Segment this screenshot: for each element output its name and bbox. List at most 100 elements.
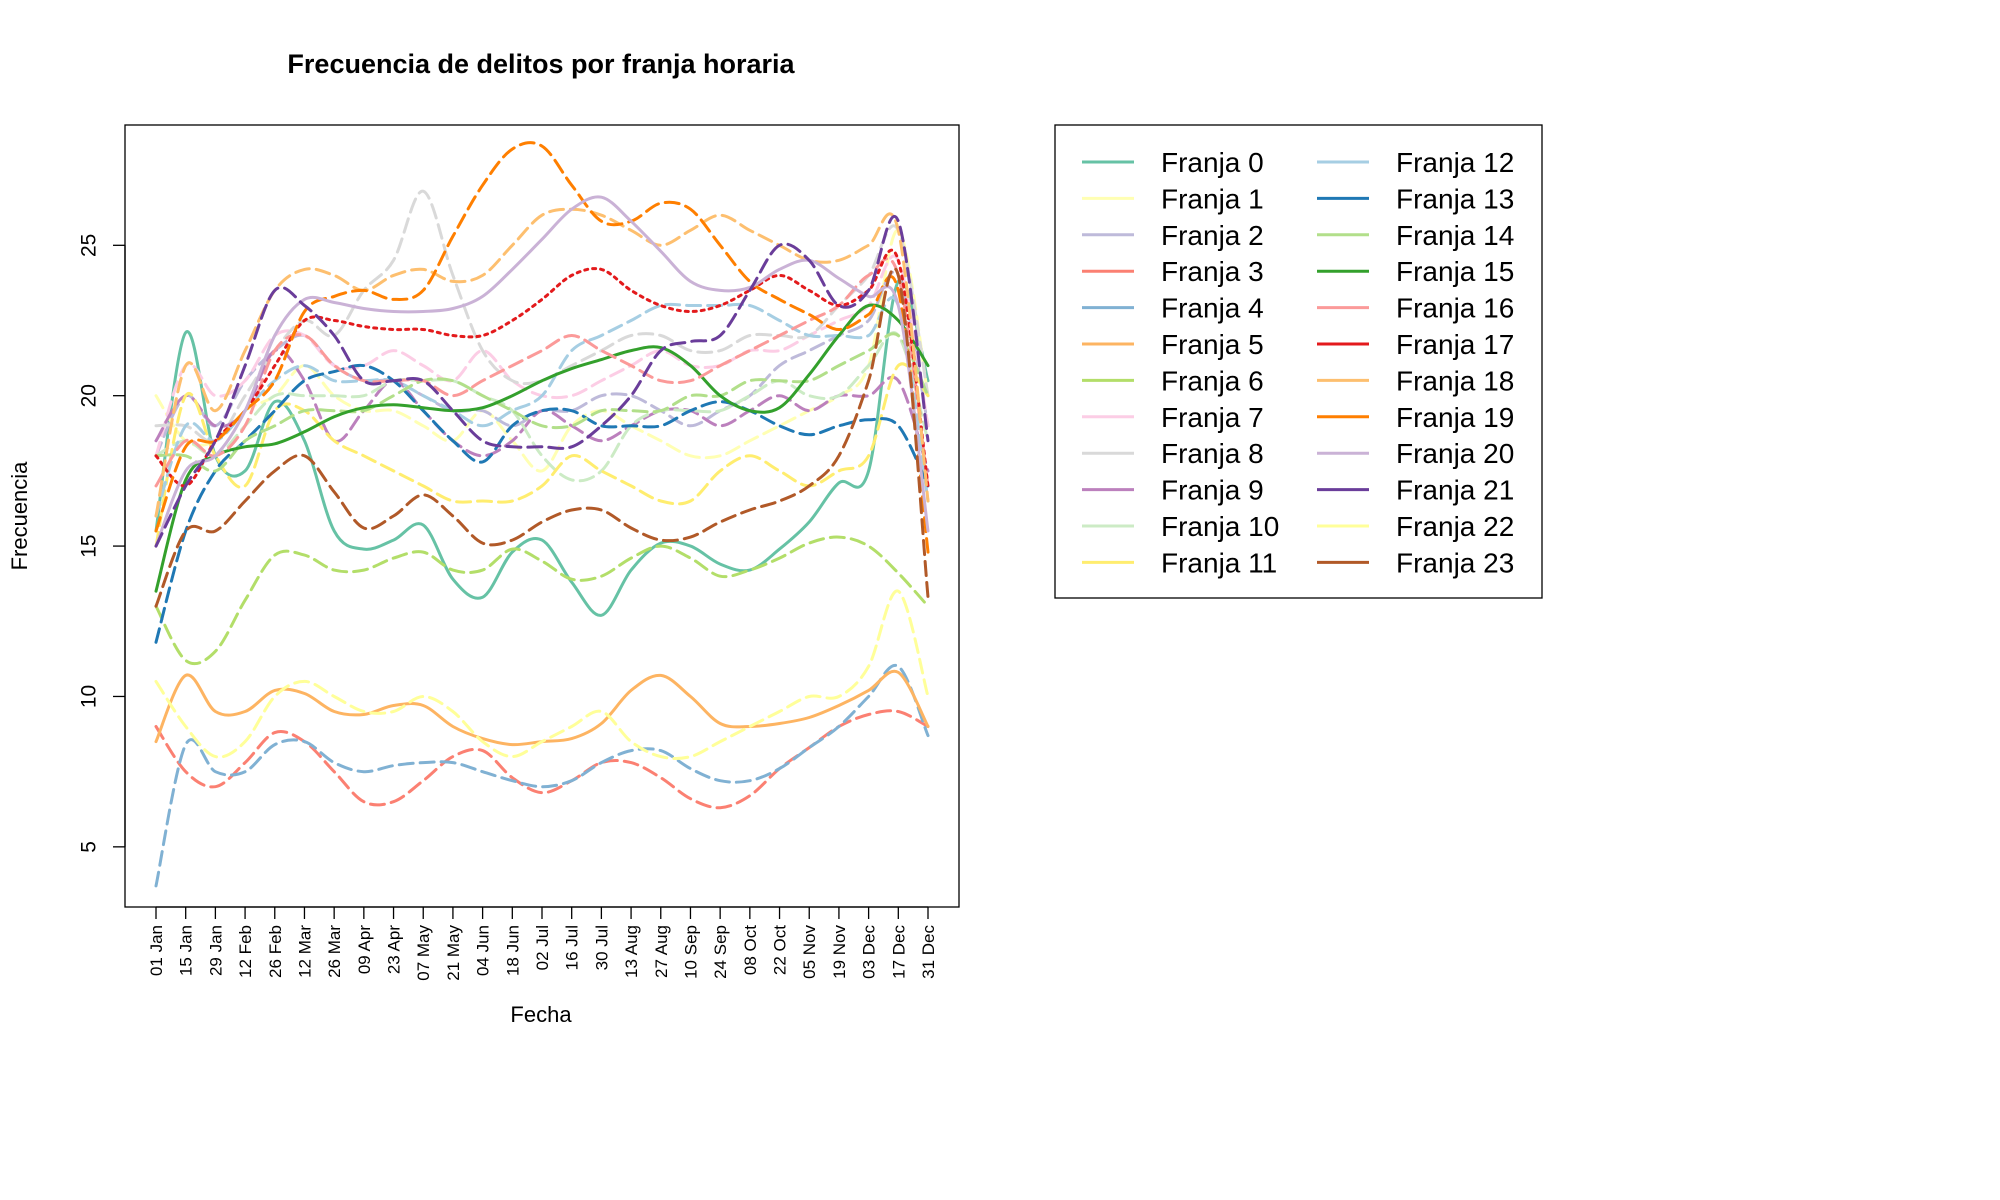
x-tick-label: 27 Aug	[652, 925, 671, 978]
x-tick-label: 18 Jun	[503, 925, 522, 976]
x-tick-label: 16 Jul	[563, 925, 582, 970]
y-axis-label: Frecuencia	[7, 461, 32, 571]
x-tick-label: 24 Sep	[711, 925, 730, 979]
chart-title: Frecuencia de delitos por franja horaria	[287, 49, 795, 79]
legend-label: Franja 6	[1161, 365, 1264, 396]
legend-item: Franja 0	[1082, 147, 1264, 178]
legend-label: Franja 15	[1396, 256, 1514, 287]
legend-item: Franja 21	[1317, 475, 1514, 506]
x-axis: 01 Jan 15 Jan 29 Jan 12 Feb 26 Feb 12 Mar 26 M…	[147, 906, 938, 981]
series-line-franja-7	[154, 254, 930, 458]
x-tick-label: 02 Jul	[533, 925, 552, 970]
x-tick-label: 04 Jun	[474, 925, 493, 976]
x-tick-label: 31 Dec	[919, 925, 938, 979]
legend-item: Franja 16	[1317, 293, 1514, 324]
legend-label: Franja 2	[1161, 220, 1264, 251]
legend-item: Franja 20	[1317, 438, 1514, 469]
legend-item: Franja 4	[1082, 293, 1264, 324]
legend-label: Franja 10	[1161, 511, 1279, 542]
legend-label: Franja 9	[1161, 475, 1264, 506]
legend-label: Franja 23	[1396, 547, 1514, 578]
legend-label: Franja 21	[1396, 475, 1514, 506]
y-tick-label: 25	[78, 234, 101, 257]
legend: Franja 0 Franja 1 Franja 2 Franja 3 Franja 4…	[1082, 147, 1514, 578]
x-tick-label: 09 Apr	[355, 925, 374, 974]
legend-label: Franja 14	[1396, 220, 1514, 251]
y-tick-label: 20	[78, 384, 101, 407]
x-tick-label: 03 Dec	[860, 925, 879, 979]
legend-item: Franja 7	[1082, 402, 1264, 433]
series-line-franja-15	[154, 303, 930, 593]
series-line-franja-2	[154, 270, 930, 458]
x-tick-label: 12 Mar	[295, 925, 314, 978]
series-line-franja-17	[154, 248, 930, 488]
legend-item: Franja 14	[1317, 220, 1514, 251]
legend-item: Franja 13	[1317, 183, 1514, 214]
series-line-franja-16	[154, 257, 930, 488]
legend-label: Franja 17	[1396, 329, 1514, 360]
legend-item: Franja 15	[1317, 256, 1514, 287]
series-line-franja-21	[154, 215, 930, 548]
legend-label: Franja 3	[1161, 256, 1264, 287]
series-line-franja-22	[154, 589, 930, 760]
legend-item: Franja 5	[1082, 329, 1264, 360]
legend-label: Franja 5	[1161, 329, 1264, 360]
legend-item: Franja 3	[1082, 256, 1264, 287]
series-line-franja-4	[154, 663, 930, 888]
series-layer	[154, 141, 930, 888]
x-tick-label: 01 Jan	[147, 925, 166, 976]
x-tick-label: 08 Oct	[741, 925, 760, 975]
legend-item: Franja 18	[1317, 365, 1514, 396]
legend-label: Franja 19	[1396, 402, 1514, 433]
x-tick-label: 10 Sep	[681, 925, 700, 979]
series-line-franja-12	[154, 296, 930, 518]
series-line-franja-23	[154, 266, 930, 608]
series-line-franja-3	[154, 709, 930, 810]
x-tick-label: 26 Mar	[325, 925, 344, 978]
y-axis: 5 10 15 20 25	[78, 234, 126, 853]
legend-item: Franja 12	[1317, 147, 1514, 178]
y-tick-label: 15	[78, 534, 101, 557]
series-line-franja-10	[154, 331, 930, 483]
x-tick-label: 26 Feb	[266, 925, 285, 978]
x-tick-label: 21 May	[444, 925, 463, 981]
legend-label: Franja 4	[1161, 293, 1264, 324]
legend-label: Franja 8	[1161, 438, 1264, 469]
legend-label: Franja 16	[1396, 293, 1514, 324]
x-tick-label: 30 Jul	[592, 925, 611, 970]
series-line-franja-19	[154, 141, 930, 554]
legend-label: Franja 7	[1161, 402, 1264, 433]
series-line-franja-11	[154, 362, 930, 548]
legend-label: Franja 20	[1396, 438, 1514, 469]
legend-label: Franja 22	[1396, 511, 1514, 542]
legend-item: Franja 8	[1082, 438, 1264, 469]
x-tick-label: 05 Nov	[800, 925, 819, 979]
x-axis-label: Fecha	[510, 1002, 572, 1027]
series-line-franja-6	[154, 535, 930, 666]
legend-label: Franja 12	[1396, 147, 1514, 178]
legend-item: Franja 1	[1082, 183, 1264, 214]
y-tick-label: 10	[78, 685, 101, 708]
plot-area	[124, 124, 960, 908]
legend-label: Franja 13	[1396, 183, 1514, 214]
legend-item: Franja 10	[1082, 511, 1279, 542]
x-tick-label: 13 Aug	[622, 925, 641, 978]
series-line-franja-8	[154, 189, 930, 444]
series-line-franja-20	[154, 195, 930, 548]
x-tick-label: 15 Jan	[177, 925, 196, 976]
legend-item: Franja 23	[1317, 547, 1514, 578]
legend-item: Franja 19	[1317, 402, 1514, 433]
legend-item: Franja 6	[1082, 365, 1264, 396]
legend-item: Franja 17	[1317, 329, 1514, 360]
legend-item: Franja 11	[1082, 547, 1277, 578]
legend-box	[1054, 124, 1543, 599]
legend-label: Franja 11	[1161, 547, 1277, 578]
legend-item: Franja 9	[1082, 475, 1264, 506]
legend-item: Franja 22	[1317, 511, 1514, 542]
x-tick-label: 12 Feb	[236, 925, 255, 978]
x-tick-label: 29 Jan	[206, 925, 225, 976]
y-tick-label: 5	[78, 841, 101, 853]
x-tick-label: 07 May	[414, 925, 433, 981]
x-tick-label: 17 Dec	[889, 925, 908, 979]
